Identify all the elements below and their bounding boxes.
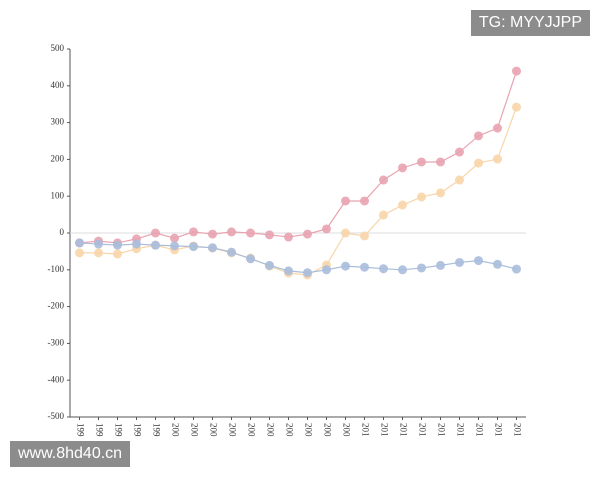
series-line (79, 70, 518, 244)
y-tick-label: 400 (51, 80, 65, 90)
point (360, 262, 369, 272)
x-tick-label: 200 (170, 423, 180, 437)
y-tick-label: 200 (51, 153, 65, 163)
x-tick-label: 201 (455, 423, 465, 437)
point (493, 259, 502, 269)
x-tick-label: 199 (132, 423, 142, 437)
point (455, 175, 464, 185)
point (398, 200, 407, 210)
watermark: TG: MYYJJPP (470, 10, 590, 36)
point (208, 229, 217, 239)
point (246, 228, 255, 238)
point (493, 123, 502, 133)
point (265, 260, 274, 270)
x-tick-label: 200 (227, 423, 237, 437)
x-tick-label: 201 (398, 423, 408, 437)
point (341, 261, 350, 271)
point (132, 239, 141, 249)
y-tick-label: -300 (48, 337, 65, 347)
point (227, 227, 236, 237)
x-tick-label: 199 (151, 423, 161, 437)
point (360, 196, 369, 206)
x-tick-label: 199 (75, 423, 85, 437)
x-tick-label: 199 (113, 423, 123, 437)
point (322, 224, 331, 234)
point (284, 232, 293, 242)
point (151, 240, 160, 250)
y-tick-label: 100 (51, 190, 65, 200)
point (379, 264, 388, 274)
point (322, 265, 331, 275)
point (246, 254, 255, 264)
y-tick-label: 300 (51, 117, 65, 127)
point (151, 228, 160, 238)
x-tick-label: 201 (417, 423, 427, 437)
watermark: www.8hd40.cn (10, 441, 131, 467)
point (189, 242, 198, 252)
point (379, 175, 388, 185)
y-tick-label: -100 (48, 264, 65, 274)
x-tick-label: 200 (322, 423, 332, 437)
point (113, 240, 122, 250)
point (227, 247, 236, 257)
x-tick-label: 201 (360, 423, 370, 437)
point (455, 257, 464, 267)
point (474, 158, 483, 168)
point (436, 260, 445, 270)
point (94, 239, 103, 249)
x-tick-label: 201 (474, 423, 484, 437)
x-tick-label: 201 (493, 423, 503, 437)
point (417, 157, 426, 167)
series-line (79, 106, 518, 276)
x-tick-label: 200 (265, 423, 275, 437)
y-tick-label: 0 (60, 227, 65, 237)
point (341, 196, 350, 206)
point (398, 265, 407, 275)
point (75, 238, 84, 248)
point (379, 210, 388, 220)
point (512, 264, 521, 274)
point (75, 248, 84, 258)
x-tick-label: 200 (246, 423, 256, 437)
y-tick-label: -500 (48, 411, 65, 421)
x-tick-label: 201 (512, 423, 522, 437)
point (398, 163, 407, 173)
point (341, 228, 350, 238)
point (455, 147, 464, 157)
x-tick-label: 200 (189, 423, 199, 437)
point (94, 248, 103, 258)
x-tick-label: 200 (303, 423, 313, 437)
point (284, 266, 293, 276)
point (189, 227, 198, 237)
x-tick-label: 200 (284, 423, 294, 437)
y-tick-label: -200 (48, 301, 65, 311)
point (474, 131, 483, 141)
point (512, 66, 521, 76)
point (417, 192, 426, 202)
x-tick-label: 200 (341, 423, 351, 437)
point (360, 231, 369, 241)
point (170, 233, 179, 243)
x-tick-label: 200 (208, 423, 218, 437)
point (265, 230, 274, 240)
point (208, 243, 217, 253)
point (170, 241, 179, 251)
point (303, 268, 312, 278)
point (113, 249, 122, 259)
x-tick-label: 201 (436, 423, 446, 437)
point (493, 154, 502, 164)
point (417, 263, 426, 273)
y-tick-label: 500 (51, 43, 65, 53)
x-tick-label: 201 (379, 423, 389, 437)
point (436, 157, 445, 167)
point (436, 188, 445, 198)
y-tick-label: -400 (48, 374, 65, 384)
point (512, 102, 521, 112)
point (474, 256, 483, 266)
point (303, 229, 312, 239)
x-tick-label: 199 (94, 423, 104, 437)
